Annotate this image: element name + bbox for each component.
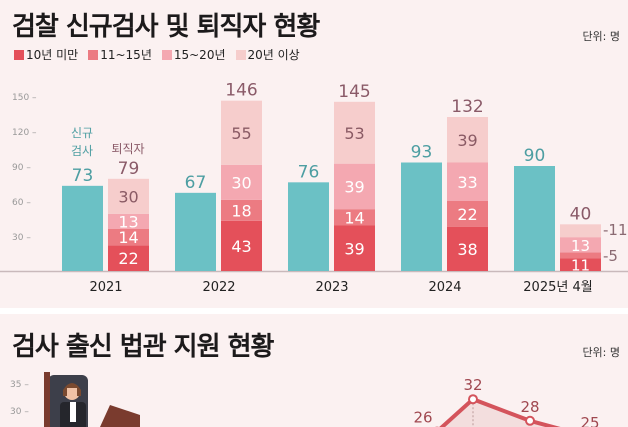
new-prosecutor-value: 93 <box>411 143 433 163</box>
retired-segment-3 <box>108 178 149 214</box>
retired-segment-1 <box>334 209 375 226</box>
retired-segment-value: 14 <box>344 208 364 227</box>
y-tick-label: 60 – <box>12 198 31 208</box>
legend-item: 11~15년 <box>88 46 152 63</box>
new-prosecutor-bar <box>62 185 103 271</box>
x-tick-label: 2025년 4월 <box>523 280 592 295</box>
retired-segment-value: -5 <box>603 247 618 265</box>
retired-segment-2 <box>447 162 488 201</box>
y-tick-label: 120 – <box>12 128 37 138</box>
new-prosecutor-value: 73 <box>72 166 94 186</box>
retired-segment-value: 30 <box>231 173 251 192</box>
retired-segment-value: 43 <box>231 237 251 256</box>
new-prosecutor-bar <box>401 162 442 271</box>
retired-segment-1 <box>560 252 601 259</box>
retired-segment-value: -11 <box>603 221 628 239</box>
line-point <box>525 415 535 426</box>
new-prosecutor-value: 76 <box>298 162 320 182</box>
retired-segment-value: 55 <box>231 124 251 143</box>
legend-item: 10년 미만 <box>14 46 78 63</box>
retired-segment-value: 39 <box>344 177 364 196</box>
section-divider <box>0 308 628 314</box>
legend: 10년 미만 11~15년 15~20년 20년 이상 <box>14 46 300 63</box>
y-tick-label: 30 – <box>12 233 31 243</box>
line-point-value: 25 <box>580 414 599 427</box>
retired-total-value: 132 <box>451 97 483 117</box>
retired-segment-2 <box>221 164 262 200</box>
retired-segment-3 <box>221 100 262 165</box>
retired-segment-value: 13 <box>571 237 590 255</box>
line-point-value: 32 <box>463 376 482 394</box>
retired-total-value: 79 <box>118 159 140 179</box>
retired-segment-value: 39 <box>344 239 364 258</box>
series-label-retired: 퇴직자 <box>111 142 144 156</box>
retired-segment-1 <box>221 199 262 221</box>
retired-segment-value: 30 <box>118 187 138 206</box>
retired-segment-value: 11 <box>571 257 590 275</box>
retired-segment-2 <box>560 237 601 253</box>
new-prosecutor-value: 90 <box>524 146 546 166</box>
retired-segment-value: 14 <box>118 228 138 247</box>
x-tick-label: 2021 <box>89 280 122 295</box>
line-area <box>442 399 553 427</box>
retired-segment-value: 22 <box>118 249 138 268</box>
y-tick-label: 35 – <box>10 380 29 390</box>
retired-segment-value: 33 <box>457 173 477 192</box>
new-prosecutor-bar <box>514 166 555 271</box>
retired-segment-0 <box>221 220 262 271</box>
legend-item: 15~20년 <box>161 46 226 63</box>
retired-segment-1 <box>447 201 488 227</box>
retired-segment-0 <box>108 245 149 271</box>
retired-segment-0 <box>447 226 488 271</box>
chart-title: 검찰 신규검사 및 퇴직자 현황 <box>12 12 320 42</box>
retired-segment-3 <box>560 224 601 238</box>
y-tick-label: 30 – <box>10 407 29 417</box>
y-tick-label: 90 – <box>12 163 31 173</box>
new-prosecutor-bar <box>288 182 329 271</box>
retired-total-value: 146 <box>225 81 257 101</box>
x-tick-label: 2022 <box>202 280 235 295</box>
retired-total-value: 145 <box>338 82 370 102</box>
judge-illustration <box>44 372 140 427</box>
retired-segment-value: 38 <box>457 240 477 259</box>
line-point-value: 26 <box>413 409 432 427</box>
bar-chart: 30 –60 –90 –120 –150 –732214133079202167… <box>0 81 628 295</box>
series-label-new: 검사 <box>71 144 93 158</box>
line-point-value: 28 <box>520 398 539 416</box>
y-tick-label: 150 – <box>12 93 37 103</box>
retired-segment-0 <box>334 225 375 271</box>
line-point <box>468 394 478 405</box>
legend-item: 20년 이상 <box>235 46 300 63</box>
retired-segment-3 <box>334 101 375 164</box>
unit-label: 단위: 명 <box>582 30 620 43</box>
x-tick-label: 2023 <box>315 280 348 295</box>
retired-total-value: 40 <box>570 204 592 224</box>
series-label-new: 신규 <box>71 126 93 140</box>
retired-segment-value: 39 <box>457 131 477 150</box>
new-prosecutor-bar <box>175 192 216 271</box>
retired-segment-2 <box>334 163 375 210</box>
new-prosecutor-value: 67 <box>185 173 207 193</box>
retired-segment-value: 18 <box>231 201 251 220</box>
unit-label-2: 단위: 명 <box>582 346 620 359</box>
retired-segment-value: 22 <box>457 205 477 224</box>
retired-segment-value: 13 <box>118 212 138 231</box>
x-tick-label: 2024 <box>428 280 461 295</box>
retired-segment-2 <box>108 213 149 229</box>
retired-segment-1 <box>108 229 149 246</box>
retired-segment-3 <box>447 117 488 163</box>
retired-segment-value: 53 <box>344 124 364 143</box>
line-series <box>439 396 561 427</box>
chart-title-2: 검사 출신 법관 지원 현황 <box>12 332 274 362</box>
retired-segment-0 <box>560 258 601 271</box>
